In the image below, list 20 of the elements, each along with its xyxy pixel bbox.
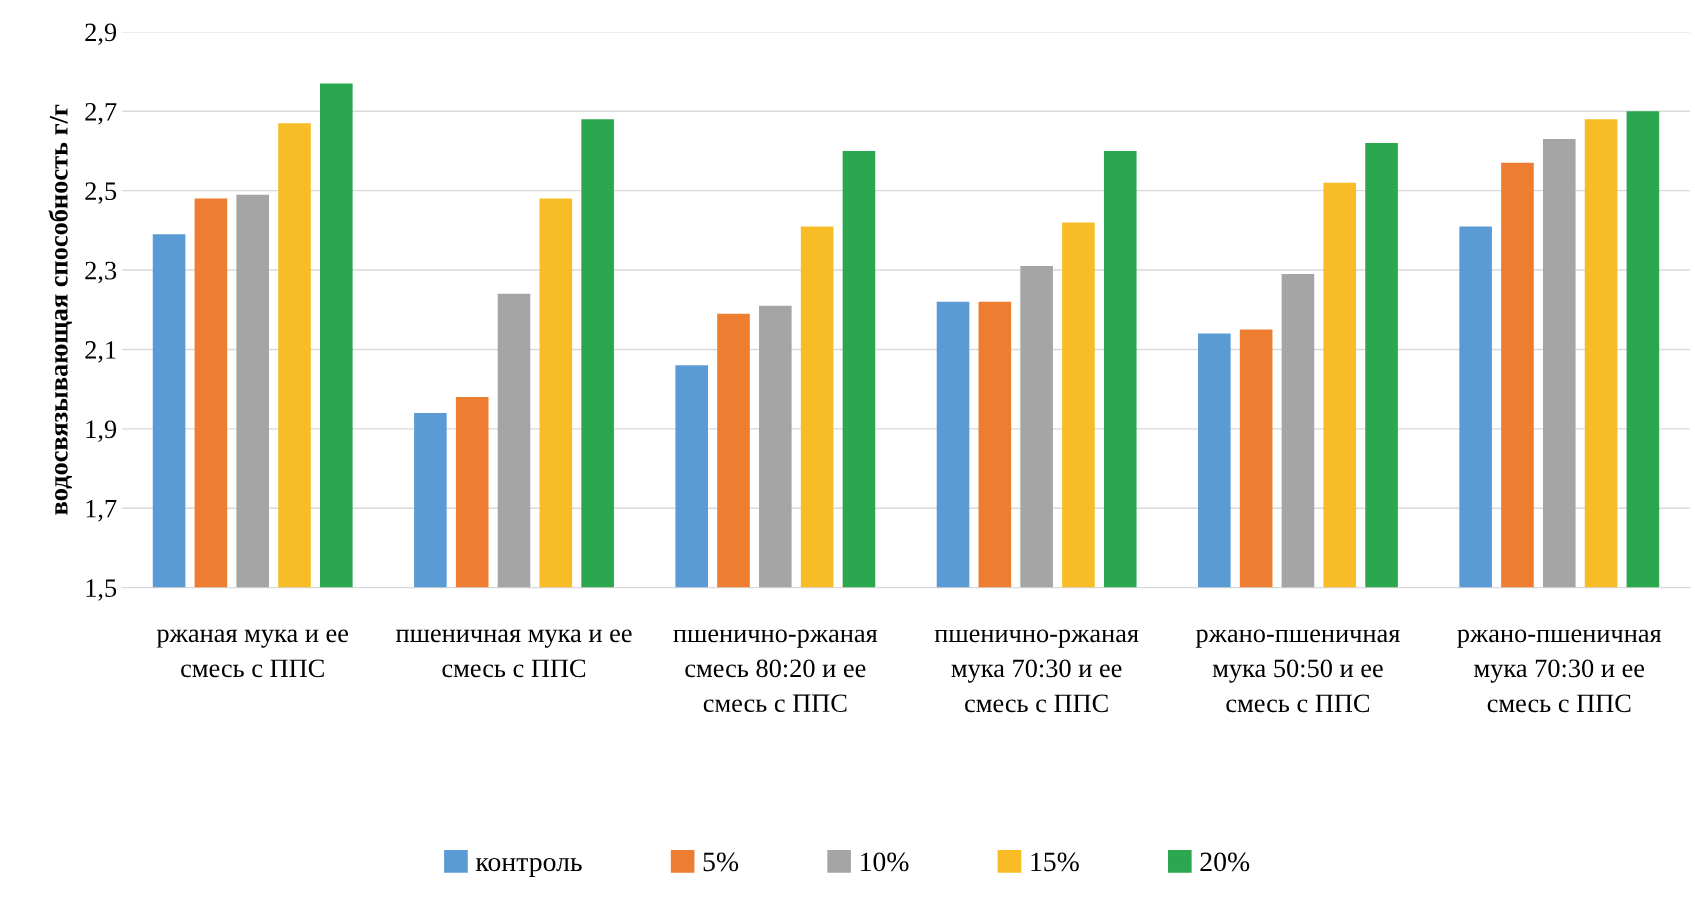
y-tick-label: 2,3 [85,261,117,284]
y-tick-label: 2,7 [85,102,117,125]
x-tick-label: ржано-пшеничная мука 50:50 и ее смесь с ППС [1195,629,1400,713]
legend-label: 5% [703,852,739,872]
legend-label: контроль [475,857,582,877]
x-tick-label: ржано-пшеничная мука 70:30 и ее смесь с ППС [1457,629,1662,713]
y-axis-title: водосвязывающая способность г/г [48,104,73,515]
x-tick-label: пшенично-ржаная мука 70:30 и ее смесь с ППС [934,629,1139,713]
y-tick-label: 2,5 [85,182,117,204]
x-tick-label: пшеничная мука и ее смесь с ППС [395,629,632,678]
y-tick-label: 1,5 [86,579,117,601]
x-tick-label: ржаная мука и ее смесь с ППС [156,629,349,678]
legend-label: 20% [1200,852,1250,872]
y-tick-label: 2,1 [85,341,116,363]
y-tick-label: 2,9 [85,23,117,46]
legend-label: 15% [1031,852,1079,872]
legend-label: 10% [860,852,909,872]
x-tick-label: пшенично-ржаная смесь 80:20 и ее смесь с ППС [673,629,878,713]
y-tick-label: 1,9 [86,420,117,443]
y-tick-label: 1,7 [86,499,117,522]
